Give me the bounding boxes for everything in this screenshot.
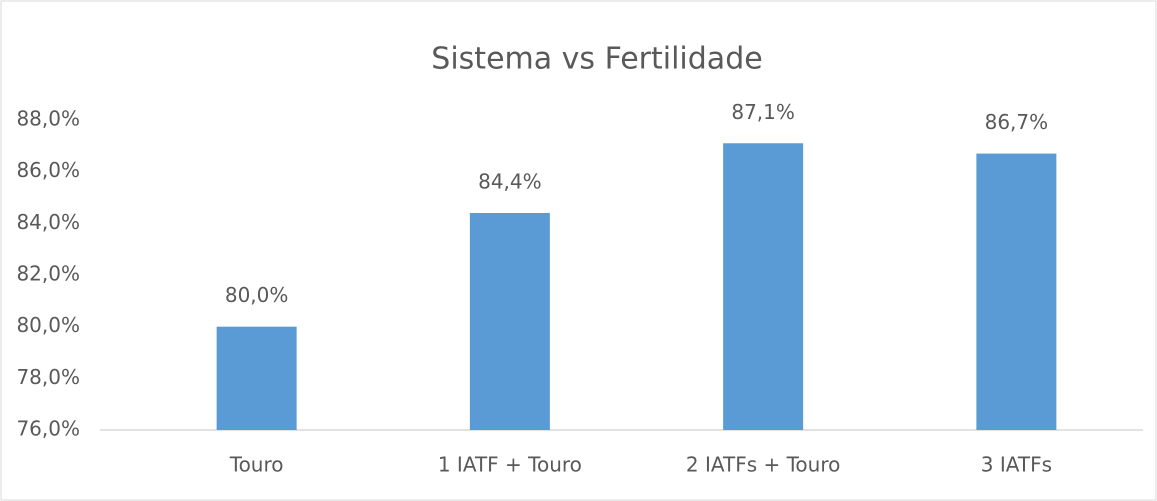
data-label: 80,0% [225,283,289,307]
x-tick-label: 3 IATFs [981,453,1052,477]
y-tick-label: 76,0% [16,417,80,441]
y-tick-label: 82,0% [16,262,80,286]
data-label: 87,1% [731,100,795,124]
data-label: 84,4% [478,170,542,194]
bar [723,143,804,430]
bar [469,213,550,430]
data-label: 86,7% [985,110,1049,134]
y-tick-label: 80,0% [16,313,80,337]
y-tick-label: 78,0% [16,365,80,389]
y-tick-label: 84,0% [16,210,80,234]
x-tick-label: 1 IATF + Touro [438,453,582,477]
x-tick-label: Touro [229,453,284,477]
bar [216,326,297,430]
y-tick-label: 88,0% [16,107,80,131]
y-tick-label: 86,0% [16,158,80,182]
bar [976,153,1057,431]
chart-title: Sistema vs Fertilidade [431,42,762,77]
x-tick-label: 2 IATFs + Touro [686,453,840,477]
